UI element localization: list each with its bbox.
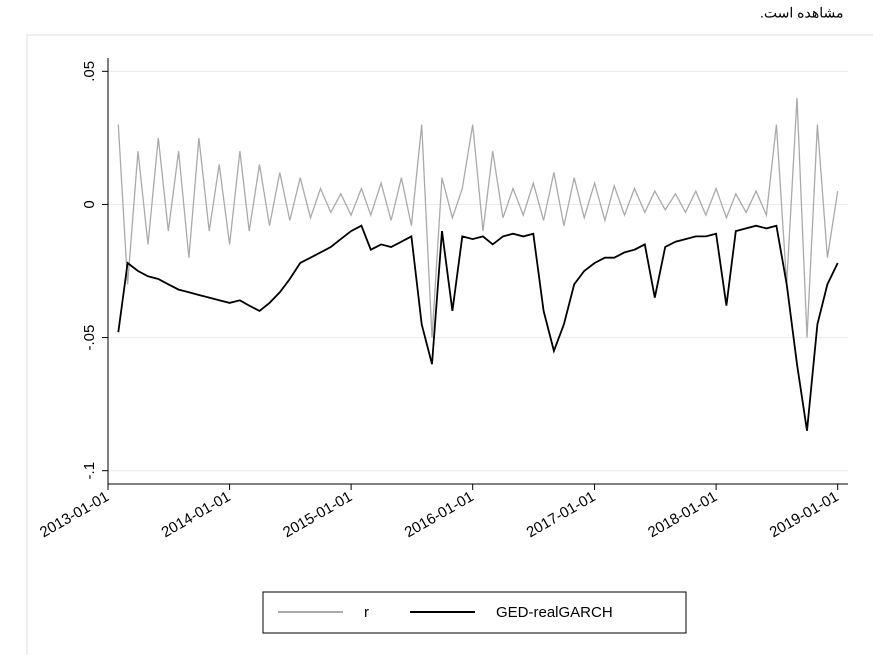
y-tick-label: -.05 [81,325,98,351]
page-text: مشاهده است. [760,5,843,21]
legend-label: GED-realGARCH [496,604,613,621]
x-tick-label: 2016-01-01 [402,488,477,541]
series-line [117,224,839,431]
legend-label: r [364,604,369,621]
x-tick-label: 2015-01-01 [280,488,355,541]
x-tick-label: 2014-01-01 [159,488,234,541]
x-tick-label: 2017-01-01 [524,488,599,541]
y-tick-label: -.1 [81,462,98,480]
graph-frame [26,34,873,655]
y-tick-label: .05 [81,61,98,82]
x-tick-label: 2018-01-01 [645,488,720,541]
x-tick-label: 2013-01-01 [37,488,112,541]
series-line [117,97,839,338]
x-tick-label: 2019-01-01 [767,488,842,541]
y-tick-label: 0 [81,200,98,208]
